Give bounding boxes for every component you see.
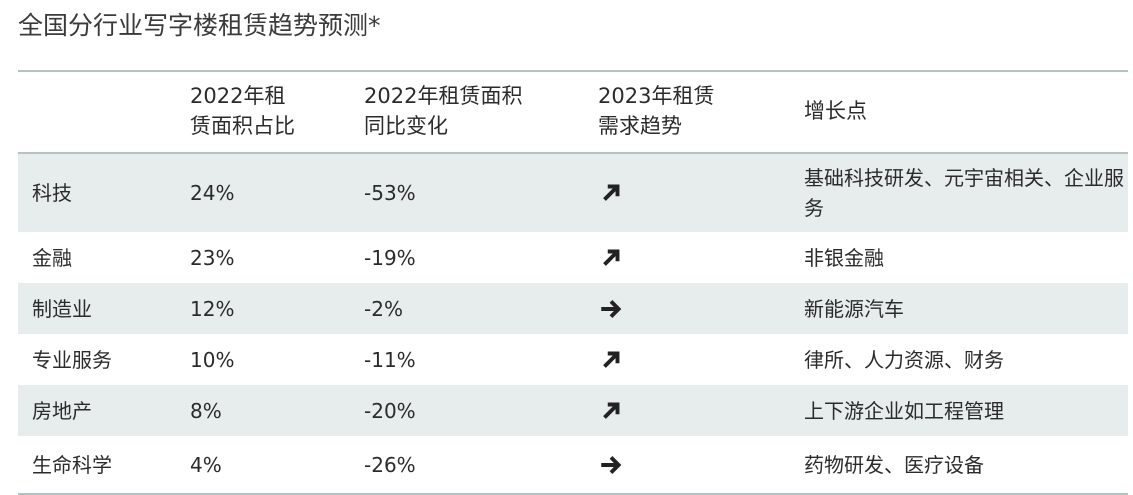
share-cell: 23% [190, 232, 234, 283]
table-row: 专业服务 10% -11% 律所、人力资源、财务 [18, 334, 1128, 385]
industry-text: 专业服务 [32, 347, 112, 372]
table-row: 生命科学 4% -26% 药物研发、医疗设备 [18, 436, 1128, 493]
share-cell: 8% [190, 385, 222, 436]
change-cell: -2% [364, 283, 403, 334]
change-cell: -26% [364, 436, 416, 493]
growth-cell: 基础科技研发、元宇宙相关、企业服务 [804, 154, 1124, 232]
header-change: 2022年租赁面积 同比变化 [364, 81, 522, 141]
change-cell: -11% [364, 334, 416, 385]
table-row: 科技 24% -53% 基础科技研发、元宇宙相关、企业服务 [18, 154, 1128, 232]
header-growth: 增长点 [804, 99, 867, 123]
growth-text: 非银金融 [804, 245, 884, 270]
growth-text: 基础科技研发、元宇宙相关、企业服务 [804, 166, 1124, 220]
forecast-table: 2022年租 赁面积占比 2022年租赁面积 同比变化 2023年租赁 需求趋势… [18, 70, 1128, 495]
change-cell: -19% [364, 232, 416, 283]
arrow-up-right-icon [603, 351, 620, 368]
trend-cell [598, 436, 624, 493]
share-text: 10% [190, 347, 235, 372]
growth-text: 新能源汽车 [804, 296, 904, 321]
share-cell: 24% [190, 154, 234, 232]
trend-cell [598, 385, 624, 436]
change-text: -26% [364, 452, 416, 477]
change-text: -11% [364, 347, 416, 372]
header-share-line1: 2022年租 [190, 84, 286, 108]
industry-text: 金融 [32, 245, 72, 270]
change-text: -2% [364, 296, 403, 321]
industry-cell: 房地产 [32, 385, 92, 436]
growth-cell: 新能源汽车 [804, 283, 1124, 334]
share-text: 24% [190, 181, 235, 205]
arrow-up-right-icon [603, 249, 620, 266]
table-row: 制造业 12% -2% 新能源汽车 [18, 283, 1128, 334]
change-cell: -53% [364, 154, 416, 232]
growth-text: 律所、人力资源、财务 [804, 347, 1004, 372]
growth-text: 上下游企业如工程管理 [804, 398, 1004, 423]
trend-cell [598, 283, 624, 334]
change-cell: -20% [364, 385, 416, 436]
table-header: 2022年租 赁面积占比 2022年租赁面积 同比变化 2023年租赁 需求趋势… [18, 72, 1128, 154]
change-text: -20% [364, 398, 416, 423]
header-change-line2: 同比变化 [364, 114, 448, 138]
arrow-right-icon [601, 299, 622, 318]
industry-cell: 生命科学 [32, 436, 112, 493]
share-cell: 10% [190, 334, 234, 385]
growth-cell: 律所、人力资源、财务 [804, 334, 1124, 385]
share-text: 12% [190, 296, 235, 321]
header-trend-line1: 2023年租赁 [598, 84, 715, 108]
header-change-line1: 2022年租赁面积 [364, 84, 523, 108]
header-share-line2: 赁面积占比 [190, 114, 295, 138]
industry-text: 制造业 [32, 296, 92, 321]
share-cell: 4% [190, 436, 222, 493]
growth-text: 药物研发、医疗设备 [804, 452, 984, 477]
change-text: -53% [364, 181, 416, 205]
industry-text: 房地产 [32, 398, 92, 423]
share-text: 8% [190, 398, 222, 423]
arrow-right-icon [601, 455, 622, 474]
industry-cell: 专业服务 [32, 334, 112, 385]
page-title: 全国分行业写字楼租赁趋势预测* [18, 11, 381, 40]
bottom-rule [18, 493, 1128, 495]
table-row: 金融 23% -19% 非银金融 [18, 232, 1128, 283]
industry-cell: 金融 [32, 232, 72, 283]
share-text: 23% [190, 245, 235, 270]
trend-cell [598, 334, 624, 385]
header-trend: 2023年租赁 需求趋势 [598, 81, 714, 141]
arrow-up-right-icon [603, 402, 620, 419]
table-body: 科技 24% -53% 基础科技研发、元宇宙相关、企业服务金融 23% -19% 非银金融制… [18, 154, 1128, 493]
industry-cell: 科技 [32, 154, 72, 232]
header-trend-line2: 需求趋势 [598, 114, 682, 138]
share-cell: 12% [190, 283, 234, 334]
industry-text: 生命科学 [32, 452, 112, 477]
growth-cell: 非银金融 [804, 232, 1124, 283]
share-text: 4% [190, 452, 222, 477]
arrow-up-right-icon [603, 184, 620, 201]
industry-text: 科技 [32, 181, 72, 205]
trend-cell [598, 154, 624, 232]
change-text: -19% [364, 245, 416, 270]
growth-cell: 上下游企业如工程管理 [804, 385, 1124, 436]
header-share: 2022年租 赁面积占比 [190, 81, 295, 141]
industry-cell: 制造业 [32, 283, 92, 334]
table-row: 房地产 8% -20% 上下游企业如工程管理 [18, 385, 1128, 436]
trend-cell [598, 232, 624, 283]
growth-cell: 药物研发、医疗设备 [804, 436, 1124, 493]
